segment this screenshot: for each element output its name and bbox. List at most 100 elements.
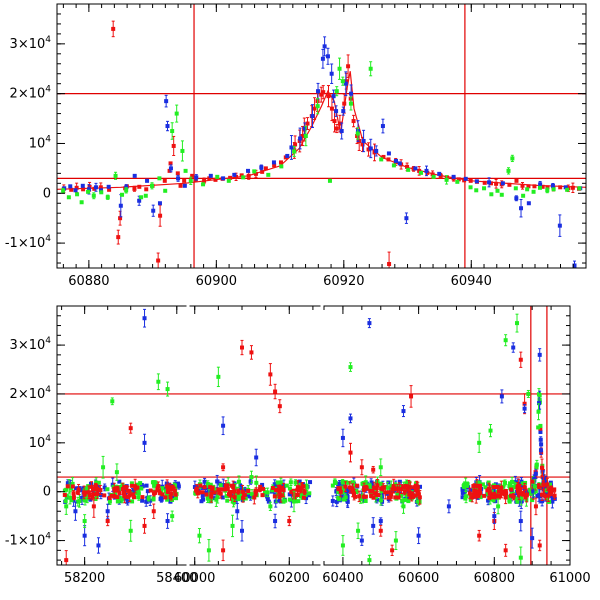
data-point: [289, 145, 294, 150]
data-point: [334, 126, 339, 131]
data-point: [82, 519, 87, 524]
data-point: [472, 494, 477, 499]
data-point: [366, 147, 371, 152]
data-point: [87, 493, 92, 498]
data-point: [492, 514, 497, 519]
data-point: [503, 480, 508, 485]
data-point: [277, 489, 282, 494]
data-point: [336, 490, 341, 495]
data-point: [298, 482, 303, 487]
data-point: [197, 485, 202, 490]
data-point: [84, 486, 89, 491]
data-point: [259, 165, 264, 170]
data-point: [168, 495, 173, 500]
data-point: [218, 483, 223, 488]
data-point: [219, 487, 224, 492]
data-point: [325, 54, 330, 59]
data-point: [118, 216, 123, 221]
data-point: [305, 121, 310, 126]
data-point: [129, 481, 134, 486]
data-point: [242, 488, 247, 493]
data-point: [304, 496, 309, 501]
data-point: [257, 487, 262, 492]
outliers-green: [64, 313, 531, 565]
data-point: [412, 485, 417, 490]
data-point: [130, 483, 135, 488]
data-point: [211, 496, 216, 501]
data-point: [249, 492, 254, 497]
data-point: [226, 178, 231, 183]
data-point: [155, 487, 160, 492]
data-point: [265, 490, 270, 495]
data-point: [532, 487, 537, 492]
data-point: [532, 484, 537, 489]
data-point: [472, 488, 477, 493]
data-point: [538, 423, 543, 428]
data-point: [240, 489, 245, 494]
data-point: [536, 409, 541, 414]
data-point: [74, 185, 79, 190]
data-point: [347, 485, 352, 490]
data-point: [156, 484, 161, 489]
data-point: [378, 528, 383, 533]
data-point: [526, 201, 531, 206]
data-point: [468, 497, 473, 502]
series-blue: [62, 36, 583, 268]
data-point: [363, 494, 368, 499]
data-point: [401, 409, 406, 414]
data-point: [351, 489, 356, 494]
data-point: [514, 178, 519, 183]
data-point: [363, 499, 368, 504]
data-point: [132, 186, 137, 191]
data-point: [381, 154, 386, 159]
data-point: [91, 492, 96, 497]
data-point: [372, 485, 377, 490]
data-point: [137, 198, 142, 203]
data-point: [540, 465, 545, 470]
data-point: [71, 491, 76, 496]
data-point: [91, 486, 96, 491]
data-point: [476, 484, 481, 489]
data-point: [206, 493, 211, 498]
data-point: [455, 179, 460, 184]
data-point: [71, 495, 76, 500]
data-point: [558, 185, 563, 190]
data-point: [238, 483, 243, 488]
data-point: [215, 174, 220, 179]
data-point: [142, 523, 147, 528]
data-point: [111, 484, 116, 489]
data-point: [61, 188, 66, 193]
data-point: [370, 489, 375, 494]
data-point: [414, 481, 419, 486]
data-point: [156, 379, 161, 384]
x-tick-label: 60920: [323, 274, 364, 289]
x-tick-label: 60900: [196, 274, 237, 289]
data-point: [378, 519, 383, 524]
data-point: [120, 192, 125, 197]
data-point: [394, 158, 399, 163]
data-point: [494, 181, 499, 186]
data-point: [162, 178, 167, 183]
data-point: [522, 401, 527, 406]
data-point: [168, 161, 173, 166]
data-point: [273, 492, 278, 497]
data-point: [357, 494, 362, 499]
data-point: [304, 483, 309, 488]
data-point: [343, 81, 348, 86]
data-point: [577, 186, 582, 191]
data-point: [528, 491, 533, 496]
data-point: [296, 499, 301, 504]
data-point: [385, 485, 390, 490]
data-point: [369, 480, 374, 485]
data-point: [321, 90, 326, 95]
data-point: [232, 489, 237, 494]
data-point: [322, 44, 327, 49]
data-point: [383, 490, 388, 495]
data-point: [105, 519, 110, 524]
data-point: [136, 488, 141, 493]
data-point: [254, 480, 259, 485]
data-point: [300, 134, 305, 138]
data-point: [482, 186, 487, 191]
data-point: [464, 494, 469, 499]
data-point: [500, 181, 505, 186]
